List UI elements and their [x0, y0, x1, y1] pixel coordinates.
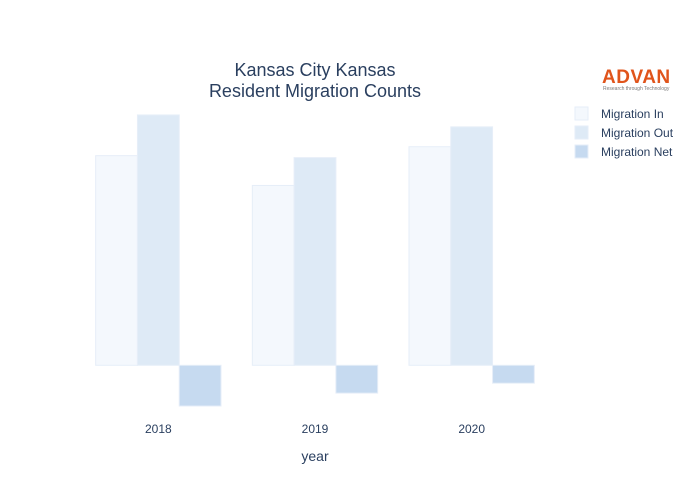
legend-swatch — [574, 144, 589, 159]
bar-migration-net-2019[interactable] — [335, 364, 379, 394]
bar-migration-net-2020[interactable] — [492, 364, 535, 384]
logo-tagline: Research through Technology — [603, 86, 670, 92]
bars-group — [95, 114, 535, 407]
logo-brand: ADVAN — [602, 67, 671, 88]
legend-label: Migration Net — [601, 145, 673, 159]
legend-label: Migration In — [601, 107, 664, 121]
legend-label: Migration Out — [601, 126, 674, 140]
chart-title-line-2: Resident Migration Counts — [209, 81, 421, 101]
bar-migration-out-2018[interactable] — [136, 114, 180, 366]
x-tick-label: 2019 — [302, 422, 329, 436]
legend-item-migration-out[interactable]: Migration Out — [574, 125, 674, 140]
legend[interactable]: Migration In Migration Out Migration Net — [574, 106, 674, 159]
x-tick-labels: 2018 2019 2020 — [145, 422, 485, 436]
bar-migration-net-2018[interactable] — [178, 364, 222, 407]
bar-migration-in-2020[interactable] — [408, 146, 452, 366]
legend-item-migration-in[interactable]: Migration In — [574, 106, 664, 121]
x-tick-label: 2018 — [145, 422, 172, 436]
bar-migration-in-2019[interactable] — [251, 184, 295, 366]
x-tick-label: 2020 — [458, 422, 485, 436]
legend-swatch — [574, 106, 589, 121]
legend-item-migration-net[interactable]: Migration Net — [574, 144, 673, 159]
advan-logo: ADVAN Research through Technology — [602, 67, 671, 92]
bar-migration-out-2019[interactable] — [293, 157, 337, 366]
x-axis-title: year — [301, 448, 329, 464]
legend-swatch — [574, 125, 589, 140]
bar-migration-out-2020[interactable] — [450, 126, 494, 366]
bar-migration-in-2018[interactable] — [95, 155, 138, 366]
chart-title-line-1: Kansas City Kansas — [234, 60, 395, 80]
